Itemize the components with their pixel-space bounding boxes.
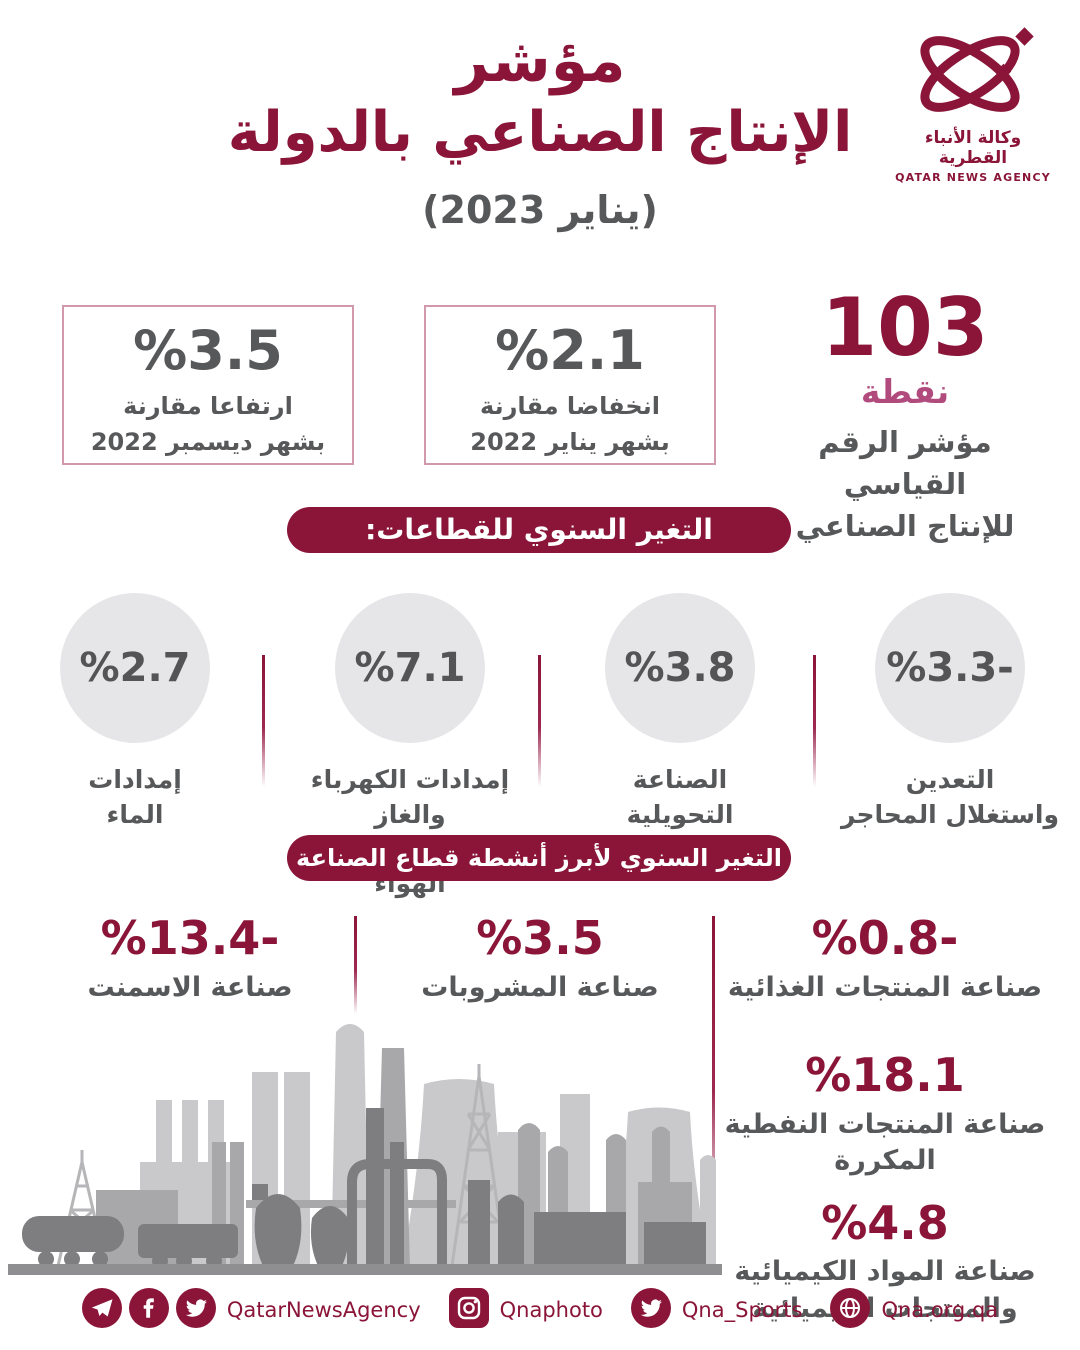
qna-logo-icon [898, 27, 1048, 126]
divider-vertical [262, 655, 265, 787]
sector-manufacturing-label-line1: الصناعة [632, 765, 728, 794]
stat-chemicals-label-line1: صناعة المواد الكيميائية [734, 1256, 1036, 1288]
divider-vertical [813, 655, 816, 787]
stat-food-products: %0.8- صناعة المنتجات الغذائية [715, 913, 1055, 1006]
stat-cement-value: %13.4- [100, 911, 280, 965]
stat-chemicals: %4.8 صناعة المواد الكيميائية والمنتجات ا… [715, 1195, 1055, 1327]
stat-beverages: %3.5 صناعة المشروبات [395, 913, 685, 1006]
qna-logo-name-arabic: وكالة الأنباء القطرية [924, 128, 1022, 168]
website-link[interactable]: Qna.org.qa [830, 1288, 998, 1332]
social-main-handle[interactable]: QatarNewsAgency [226, 1298, 421, 1322]
manufacturing-right-column: %0.8- صناعة المنتجات الغذائية %18.1 صناع… [715, 913, 1055, 1327]
sector-water-label-line2: الماء [106, 799, 164, 829]
sector-mining-label-line1: التعدين [905, 765, 995, 794]
monthly-change-line1: ارتفاعا مقارنة [123, 392, 293, 421]
globe-icon[interactable] [830, 1288, 871, 1332]
twitter-icon[interactable] [175, 1288, 216, 1332]
sector-water-label-line1: إمدادات [88, 765, 182, 794]
stat-cement: %13.4- صناعة الاسمنت [55, 913, 325, 1006]
index-points-label: مؤشر الرقم القياسي للإنتاج الصناعي [760, 421, 1050, 547]
sector-electricity-label-line1: إمدادات الكهرباء والغاز [310, 765, 510, 829]
social-instagram-handle[interactable]: Qnaphoto [499, 1298, 603, 1322]
stat-beverages-label: صناعة المشروبات [421, 971, 659, 1003]
yearly-change-value: %2.1 [495, 319, 645, 382]
facebook-icon[interactable] [128, 1288, 169, 1332]
footer-social-bar: QatarNewsAgency Qnaphoto Qna_Sports [0, 1288, 1080, 1332]
stat-food-products-value: %0.8- [811, 911, 959, 965]
monthly-change-box: %3.5 ارتفاعا مقارنة بشهر ديسمبر 2022 [62, 305, 354, 465]
sector-mining-label: التعدين واستغلال المحاجر [825, 763, 1075, 832]
index-label-line2: للإنتاج الصناعي [795, 509, 1015, 544]
yearly-change-box: %2.1 انخفاضا مقارنة بشهر يناير 2022 [424, 305, 716, 465]
page-title-line1: مؤشر [454, 26, 626, 96]
telegram-icon[interactable] [81, 1288, 122, 1332]
page-title-line2: الإنتاج الصناعي بالدولة [227, 100, 853, 165]
manufacturing-banner: التغير السنوي لأبرز أنشطة قطاع الصناعة ا… [287, 835, 791, 919]
social-sports-account[interactable]: Qna_Sports [630, 1288, 803, 1332]
yearly-change-line1: انخفاضا مقارنة [480, 392, 660, 421]
sector-manufacturing-label-line2: التحويلية [626, 799, 734, 829]
sector-water: %2.7 إمدادات الماء [10, 593, 260, 832]
sector-manufacturing-value: %3.8 [624, 645, 736, 691]
social-main-accounts[interactable]: QatarNewsAgency [81, 1288, 421, 1332]
sector-mining-circle: %3.3- [875, 593, 1025, 743]
social-sports-handle[interactable]: Qna_Sports [681, 1298, 803, 1322]
sector-electricity-value: %7.1 [354, 645, 466, 691]
twitter-icon[interactable] [630, 1288, 671, 1332]
monthly-change-line2: بشهر ديسمبر 2022 [90, 428, 326, 457]
factory-silhouette-illustration [0, 1010, 730, 1282]
index-label-line1: مؤشر الرقم القياسي [818, 425, 992, 502]
sector-mining-value: %3.3- [886, 645, 1014, 691]
page-subtitle-date: (يناير 2023) [422, 188, 658, 232]
sector-manufacturing-label: الصناعة التحويلية [555, 763, 805, 832]
sector-electricity-circle: %7.1 [335, 593, 485, 743]
stat-refined-petroleum: %18.1 صناعة المنتجات النفطية المكررة [715, 1050, 1055, 1179]
social-instagram-account[interactable]: Qnaphoto [448, 1288, 603, 1332]
divider-vertical [354, 916, 357, 1014]
yearly-change-line2: بشهر يناير 2022 [470, 428, 670, 457]
website-url[interactable]: Qna.org.qa [881, 1298, 999, 1322]
sectors-banner: التغير السنوي للقطاعات: [287, 507, 791, 553]
sector-water-value: %2.7 [79, 645, 191, 691]
stat-chemicals-label: صناعة المواد الكيميائية والمنتجات الكيمي… [715, 1254, 1055, 1327]
monthly-change-value: %3.5 [133, 319, 283, 382]
divider-vertical [712, 916, 715, 1234]
sector-mining: %3.3- التعدين واستغلال المحاجر [825, 593, 1075, 832]
stat-refined-petroleum-value: %18.1 [805, 1048, 965, 1103]
index-points-unit: نقطة [860, 372, 950, 411]
index-points-block: 103 نقطة مؤشر الرقم القياسي للإنتاج الصن… [760, 288, 1050, 547]
qna-logo: وكالة الأنباء القطرية QATAR NEWS AGENCY [888, 24, 1058, 184]
stat-chemicals-label-line2: والمنتجات الكيميائية [752, 1292, 1018, 1324]
sector-manufacturing: %3.8 الصناعة التحويلية [555, 593, 805, 832]
qna-logo-name-english: QATAR NEWS AGENCY [895, 171, 1051, 184]
instagram-icon[interactable] [448, 1288, 489, 1332]
sector-manufacturing-circle: %3.8 [605, 593, 755, 743]
index-points-value: 103 [821, 281, 989, 374]
stat-cement-label: صناعة الاسمنت [87, 971, 293, 1003]
sector-water-circle: %2.7 [60, 593, 210, 743]
stat-beverages-value: %3.5 [476, 911, 604, 965]
divider-vertical [538, 655, 541, 787]
sector-water-label: إمدادات الماء [10, 763, 260, 832]
stat-chemicals-value: %4.8 [821, 1195, 949, 1250]
sector-mining-label-line2: واستغلال المحاجر [840, 799, 1060, 829]
stat-refined-petroleum-label: صناعة المنتجات النفطية المكررة [724, 1108, 1046, 1177]
stat-food-products-label: صناعة المنتجات الغذائية [727, 971, 1043, 1003]
